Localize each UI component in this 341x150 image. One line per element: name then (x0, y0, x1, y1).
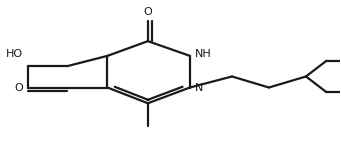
Text: O: O (144, 7, 152, 17)
Text: NH: NH (195, 49, 212, 59)
Text: O: O (14, 82, 23, 93)
Text: N: N (195, 83, 203, 93)
Text: HO: HO (5, 49, 23, 59)
